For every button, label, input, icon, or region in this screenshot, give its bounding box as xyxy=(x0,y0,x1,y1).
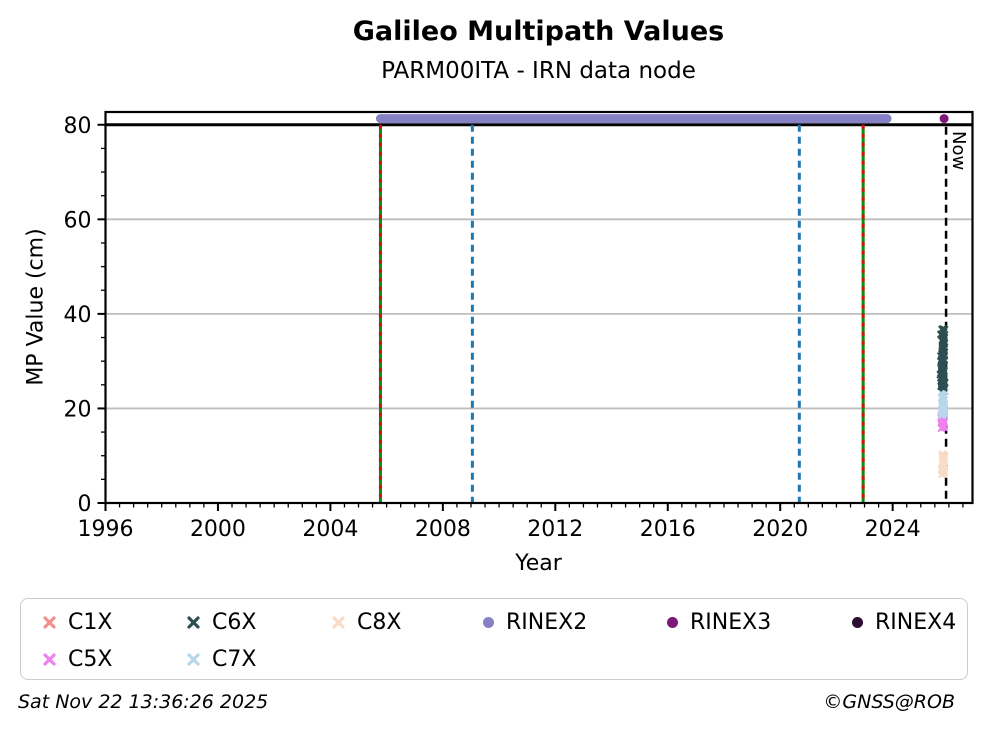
y-tick-label: 80 xyxy=(64,114,92,139)
now-label: Now xyxy=(948,131,969,170)
data-point-c6x xyxy=(939,351,947,359)
y-tick-label: 0 xyxy=(78,492,92,517)
x-tick-label: 1996 xyxy=(78,517,134,542)
legend-label: C1X xyxy=(68,610,113,635)
x-tick-label: 2024 xyxy=(865,517,921,542)
legend-x-marker-icon xyxy=(187,653,200,666)
legend-item-rinex2: RINEX2 xyxy=(483,610,667,635)
legend-dot-icon xyxy=(483,617,494,628)
data-point-c8x xyxy=(940,469,948,477)
legend-item-c1x: C1X xyxy=(43,610,187,635)
data-point-c8x xyxy=(938,450,947,458)
x-tick-label: 2004 xyxy=(302,517,358,542)
y-tick-label: 20 xyxy=(64,397,92,422)
legend-item-c6x: C6X xyxy=(187,610,332,635)
rinex3-point xyxy=(939,114,949,124)
legend-x-marker-icon xyxy=(43,616,56,629)
legend-x-marker-icon xyxy=(43,653,56,666)
x-axis-label: Year xyxy=(515,551,562,576)
legend-item-rinex4: RINEX4 xyxy=(852,610,967,635)
x-tick-label: 2000 xyxy=(190,517,246,542)
data-point-c6x xyxy=(939,376,947,384)
legend-item-c5x: C5X xyxy=(43,647,187,672)
legend-label: C5X xyxy=(68,647,113,672)
x-tick-label: 2016 xyxy=(640,517,696,542)
legend-item-c8x: C8X xyxy=(332,610,483,635)
data-point-c8x xyxy=(938,465,946,473)
legend-dot-icon xyxy=(852,617,863,628)
timestamp: Sat Nov 22 13:36:26 2025 xyxy=(18,691,269,713)
legend-label: C8X xyxy=(357,610,402,635)
legend-dot-icon xyxy=(667,617,678,628)
legend-label: RINEX2 xyxy=(506,610,588,635)
legend-item-rinex3: RINEX3 xyxy=(667,610,852,635)
data-point-c7x xyxy=(938,392,947,400)
legend-label: C7X xyxy=(212,647,257,672)
legend-x-marker-icon xyxy=(187,616,200,629)
data-point-c6x xyxy=(939,327,947,335)
y-tick-label: 60 xyxy=(64,208,92,233)
x-tick-label: 2012 xyxy=(527,517,583,542)
x-tick-label: 2020 xyxy=(752,517,808,542)
data-point-c7x xyxy=(940,395,948,404)
data-point-c6x xyxy=(938,382,946,390)
data-point-c6x xyxy=(939,370,948,379)
legend-label: RINEX4 xyxy=(875,610,957,635)
data-point-c6x xyxy=(939,325,947,333)
legend-x-marker-icon xyxy=(332,616,345,629)
x-tick-label: 2008 xyxy=(415,517,471,542)
data-point-c6x xyxy=(938,362,946,370)
page-title: Galileo Multipath Values xyxy=(352,16,725,47)
rinex2-band xyxy=(375,114,892,124)
data-point-c5x xyxy=(938,423,946,432)
legend-label: C6X xyxy=(212,610,257,635)
data-point-c7x xyxy=(938,409,946,417)
legend: C1X C6X C8X RINEX2 RINEX3 RINEX4 C5X C7X xyxy=(20,598,968,680)
y-tick-label: 40 xyxy=(64,303,92,328)
legend-label: RINEX3 xyxy=(690,610,772,635)
legend-item-c7x: C7X xyxy=(187,647,332,672)
data-point-c7x xyxy=(939,403,947,411)
page-subtitle: PARM00ITA - IRN data node xyxy=(381,58,696,84)
plot-border xyxy=(104,110,974,505)
credit: ©GNSS@ROB xyxy=(823,691,955,713)
data-point-c6x xyxy=(939,342,947,350)
